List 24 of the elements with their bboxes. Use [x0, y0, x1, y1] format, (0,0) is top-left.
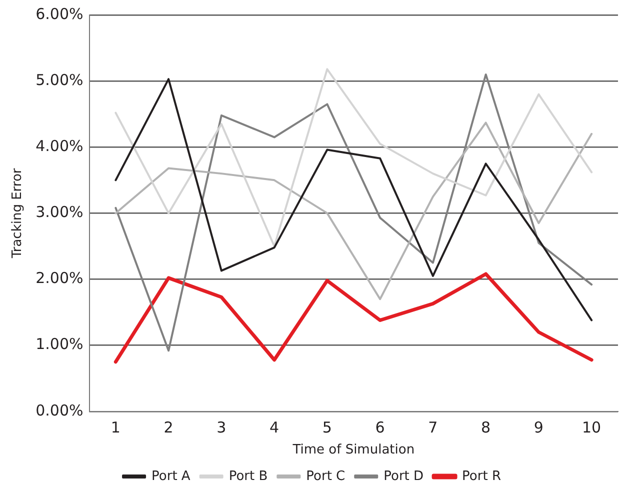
x-tick-label: 9	[534, 418, 544, 436]
x-axis-title: Time of Simulation	[292, 442, 415, 458]
y-tick-label: 4.00%	[36, 137, 84, 156]
y-tick-label: 2.00%	[36, 269, 84, 288]
x-tick-label: 8	[481, 418, 491, 436]
x-tick-label: 1	[110, 418, 120, 436]
x-tick-label: 5	[322, 418, 332, 436]
x-tick-label: 10	[582, 418, 602, 436]
legend-label: Port A	[152, 468, 190, 484]
x-tick-label: 2	[164, 418, 174, 436]
legend-label: Port B	[228, 468, 268, 484]
y-tick-label: 0.00%	[36, 401, 84, 420]
x-tick-label: 6	[375, 418, 385, 436]
y-tick-label: 1.00%	[36, 335, 84, 354]
y-axis-title: Tracking Error	[10, 168, 26, 260]
x-tick-label: 7	[428, 418, 438, 436]
legend-label: Port D	[384, 468, 424, 484]
x-tick-label: 3	[216, 418, 226, 436]
y-tick-label: 6.00%	[36, 4, 84, 23]
y-tick-label: 3.00%	[36, 203, 84, 222]
y-tick-label: 5.00%	[36, 70, 84, 89]
x-tick-label: 4	[270, 418, 280, 436]
legend-label: Port R	[462, 468, 501, 484]
legend-label: Port C	[306, 468, 346, 484]
